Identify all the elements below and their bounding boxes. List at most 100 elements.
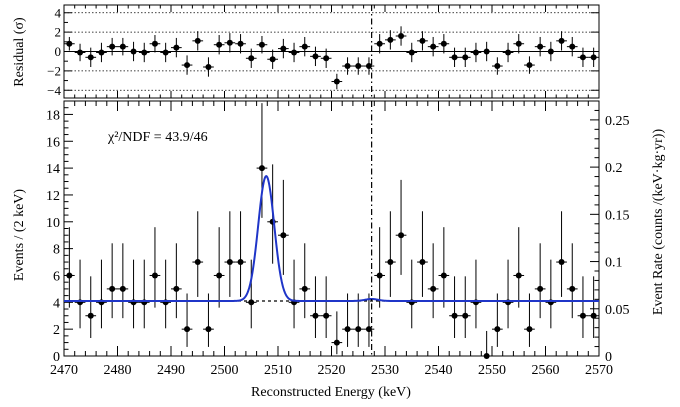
data-point [355,326,362,333]
residual-point [355,63,362,70]
x-tick-label: 2540 [425,363,453,378]
residual-y-tick-label: −2 [47,63,61,78]
residual-point [387,36,394,43]
residual-point [590,54,597,61]
residual-point [269,56,276,63]
x-tick-label: 2510 [264,363,292,378]
residual-point [333,78,340,85]
data-point [301,285,308,292]
residual-point [462,54,469,61]
residual-point [440,40,447,47]
residual-point [515,40,522,47]
x-tick-label: 2530 [371,363,399,378]
data-point [483,353,490,359]
data-point [590,312,597,319]
y-tick-label: 12 [46,189,60,204]
y-tick-label: 6 [53,269,60,284]
residual-point [547,48,554,55]
data-point [119,285,126,292]
residual-y-axis-label: Residual (σ) [12,17,27,87]
x-tick-label: 2480 [104,363,132,378]
x-tick-label: 2500 [211,363,239,378]
residual-point [323,55,330,62]
data-point [226,259,233,266]
data-point [387,259,394,266]
residual-point [130,48,137,55]
data-point [376,272,383,279]
x-tick-label: 2550 [478,363,506,378]
residual-point [141,49,148,56]
x-tick-label: 2560 [532,363,560,378]
data-point [537,285,544,292]
data-point [66,272,73,279]
residual-point [312,53,319,60]
residual-y-tick-label: −4 [47,83,61,98]
x-tick-label: 2520 [318,363,346,378]
x-tick-label: 2490 [157,363,185,378]
data-point [312,312,319,319]
data-point [109,285,116,292]
residual-y-tick-label: 4 [55,5,62,20]
residual-point [237,40,244,47]
data-point [515,272,522,279]
data-point [398,232,405,239]
residual-point [419,37,426,44]
y-tick-label: 18 [46,108,60,123]
y-axis-label: Events / (2 keV) [12,189,27,281]
residual-point [526,62,533,69]
right-y-axis-label: Event Rate (counts /(keV·kg·yr)) [651,129,666,316]
residual-point [483,48,490,55]
residual-point [291,49,298,56]
residual-point [494,63,501,70]
data-point [430,285,437,292]
residual-point [184,62,191,69]
residual-point [162,49,169,56]
data-point [258,165,265,172]
data-point [494,326,501,333]
data-point [184,326,191,333]
residual-point [98,49,105,56]
right-y-tick-label: 0.05 [605,303,630,318]
right-y-tick-label: 0.1 [605,256,623,271]
data-point [151,272,158,279]
fit-line [64,175,599,302]
residual-panel: −4 −2 0 2 4 Residual (σ) [12,4,600,99]
x-tick-label: 2570 [585,363,613,378]
data-point [451,312,458,319]
x-axis-label: Reconstructed Energy (keV) [251,385,411,400]
residual-point [109,43,116,50]
data-point [569,285,576,292]
residual-point [205,64,212,70]
data-point [333,339,340,346]
data-point [205,326,212,333]
residual-point [119,43,126,50]
data-point [248,299,255,306]
residual-points [64,26,599,90]
data-point [216,272,223,279]
data-point [280,232,287,239]
data-point [344,326,351,333]
data-point [558,259,565,266]
data-point [237,259,244,266]
data-point [323,312,330,319]
y-tick-label: 0 [53,350,60,365]
residual-point [151,40,158,47]
residual-y-tick-label: 0 [55,44,62,59]
main-axes-ticks: 0 2 4 6 8 10 12 14 16 18 0 0.05 0.1 0.15 0.2 0.25 2470 24… [46,100,630,378]
residual-point [280,45,287,52]
y-tick-label: 10 [46,216,60,231]
y-tick-label: 4 [53,296,60,311]
residual-point [398,33,405,39]
y-tick-label: 2 [53,323,60,338]
residual-point [430,43,437,50]
residual-point [173,44,180,51]
data-points [64,103,599,359]
data-point [462,312,469,319]
y-tick-label: 8 [53,243,60,258]
residual-point [87,54,94,61]
residual-point [258,41,265,48]
fit-curve [64,175,599,302]
residual-point [451,54,458,61]
residual-point [376,40,383,47]
